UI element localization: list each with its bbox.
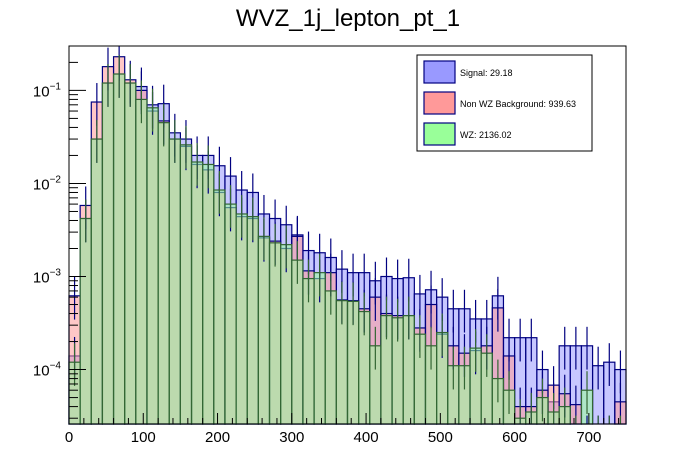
bar: [79, 217, 92, 425]
bar: [101, 82, 115, 425]
bar: [90, 138, 104, 425]
bar: [235, 213, 248, 425]
x-tick-label: 0: [65, 429, 73, 446]
x-tick-label: 500: [428, 429, 453, 446]
y-tick-label: 10−1: [33, 81, 62, 100]
bar: [146, 107, 159, 425]
bar: [168, 138, 181, 425]
axes: 0 100 200 300 400 500 600 700 10−1 10−2 10−3 10−4: [33, 61, 620, 446]
plot-frame: [68, 45, 627, 425]
bar: [268, 242, 282, 425]
bar: [213, 189, 226, 425]
x-tick-label: 600: [502, 429, 527, 446]
bar: [135, 98, 148, 425]
x-tick-label: 700: [576, 429, 601, 446]
chart-title: WVZ_1j_lepton_pt_1: [236, 5, 460, 32]
bar: [202, 163, 215, 425]
legend: Signal: 29.18 Non WZ Background: 939.63 WZ…: [416, 54, 593, 152]
legend-label: WZ: 2136.02: [460, 130, 512, 140]
bar: [179, 144, 193, 425]
bar: [157, 122, 170, 425]
x-tick-label: 300: [279, 429, 304, 446]
y-tick-label: 10−3: [33, 268, 62, 287]
bar: [257, 235, 271, 425]
legend-label: Signal: 29.18: [460, 68, 513, 78]
x-tick-label: 200: [205, 429, 230, 446]
bar: [124, 82, 137, 425]
error-bars: [73, 46, 622, 424]
bar: [246, 216, 259, 425]
bar: [224, 203, 237, 425]
x-tick-label: 100: [131, 429, 156, 446]
bar: [291, 259, 304, 425]
legend-swatch: [423, 91, 456, 115]
bar: [190, 161, 204, 425]
legend-label: Non WZ Background: 939.63: [460, 99, 576, 109]
y-tick-label: 10−2: [33, 174, 62, 193]
bar: [112, 73, 126, 425]
legend-swatch: [423, 122, 456, 146]
legend-swatch: [423, 60, 456, 84]
y-tick-label: 10−4: [33, 361, 62, 380]
x-tick-label: 400: [354, 429, 379, 446]
